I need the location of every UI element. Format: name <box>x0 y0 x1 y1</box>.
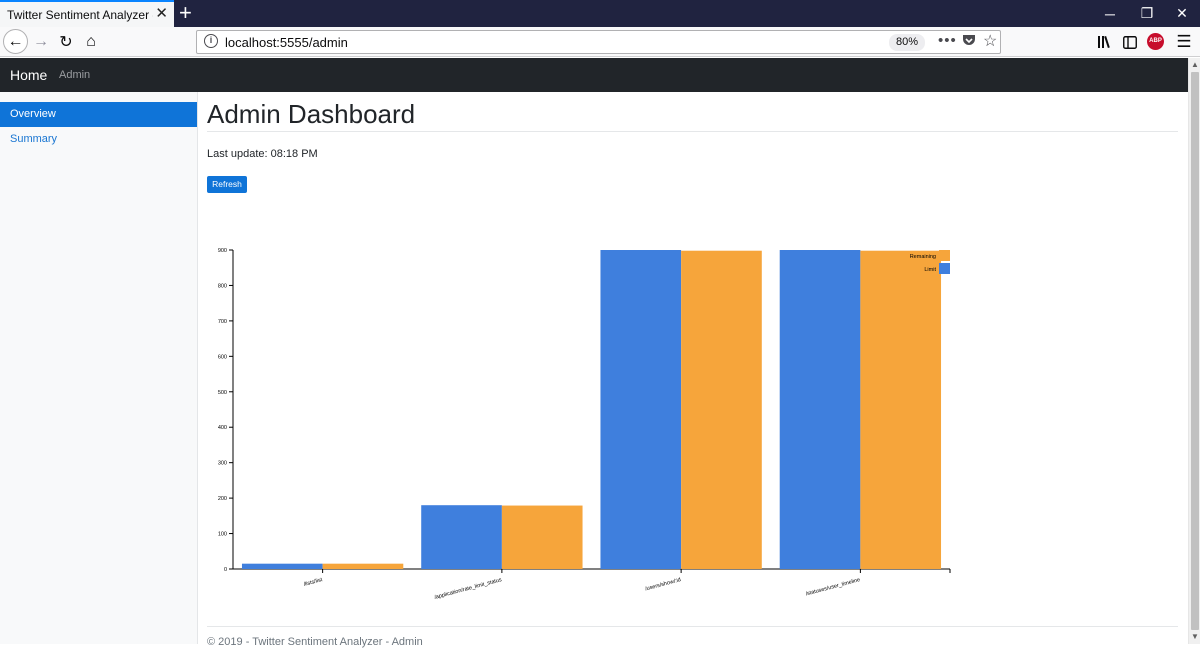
x-tick-label: /statuses/user_timeline <box>805 577 861 597</box>
legend-swatch-remaining <box>939 250 950 261</box>
zoom-badge[interactable]: 80% <box>889 34 926 51</box>
scroll-up-icon[interactable]: ▲ <box>1191 60 1199 69</box>
home-icon[interactable]: ⌂ <box>86 33 96 50</box>
adblock-icon[interactable]: ABP <box>1147 33 1164 50</box>
tab-title: Twitter Sentiment Analyzer - Admin <box>7 7 153 22</box>
close-icon[interactable]: ✕ <box>155 5 168 22</box>
bar-limit-2 <box>421 505 502 569</box>
url-bar[interactable]: i localhost:5555/admin 80% ••• ☆ <box>196 30 1001 54</box>
bar-remaining-4 <box>860 250 942 569</box>
y-tick-label: 600 <box>218 354 227 360</box>
minimize-icon[interactable]: ─ <box>1105 5 1115 22</box>
legend-label-remaining: Remaining <box>910 254 936 260</box>
menu-icon[interactable]: ☰ <box>1176 32 1192 51</box>
sidebar-item-summary[interactable]: Summary <box>10 133 58 145</box>
restore-icon[interactable]: ❐ <box>1140 5 1154 21</box>
y-tick-label: 500 <box>218 390 227 396</box>
info-icon[interactable]: i <box>204 34 218 48</box>
y-tick-label: 200 <box>218 496 227 502</box>
bar-limit-4 <box>779 250 861 569</box>
sidebar-item-overview[interactable]: Overview <box>0 102 197 127</box>
nav-link-admin[interactable]: Admin <box>59 69 91 81</box>
browser-tabstrip: Twitter Sentiment Analyzer - Admin ✕ + ─… <box>0 0 1200 27</box>
last-update-text: Last update: 08:18 PM <box>207 148 318 160</box>
url-text[interactable]: localhost:5555/admin <box>225 35 348 50</box>
scroll-down-icon[interactable]: ▼ <box>1191 632 1199 641</box>
library-icon[interactable] <box>1093 30 1117 54</box>
reload-icon[interactable]: ↻ <box>59 34 73 51</box>
pocket-icon[interactable] <box>962 33 976 51</box>
bar-limit-1 <box>241 563 323 569</box>
more-icon[interactable]: ••• <box>938 32 957 49</box>
y-tick-label: 800 <box>218 283 227 289</box>
legend-label-limit: Limit <box>924 267 936 273</box>
scrollbar-thumb[interactable] <box>1191 72 1199 630</box>
x-tick-label: /users/show/:id <box>645 577 682 592</box>
y-tick-label: 100 <box>218 532 227 538</box>
refresh-button[interactable]: Refresh <box>207 176 247 193</box>
bar-limit-3 <box>600 250 682 569</box>
y-tick-label: 400 <box>218 425 227 431</box>
legend-swatch-limit <box>939 263 950 274</box>
browser-tab[interactable]: Twitter Sentiment Analyzer - Admin ✕ <box>0 0 174 27</box>
window-close-icon[interactable]: ✕ <box>1176 5 1188 21</box>
x-tick-label: /lists/list <box>303 577 324 588</box>
title-divider <box>207 131 1178 132</box>
y-tick-label: 700 <box>218 319 227 325</box>
bar-remaining-2 <box>501 505 583 569</box>
forward-icon[interactable]: → <box>33 33 49 50</box>
y-tick-label: 900 <box>218 248 227 254</box>
sidebar-icon[interactable] <box>1118 30 1142 54</box>
footer-text: © 2019 - Twitter Sentiment Analyzer - Ad… <box>207 636 423 648</box>
bar-remaining-3 <box>681 250 762 569</box>
back-icon[interactable]: ← <box>3 29 28 54</box>
sidebar: Overview Summary <box>0 92 198 644</box>
browser-toolbar: ← → ↻ ⌂ i localhost:5555/admin 80% ••• ☆… <box>0 27 1200 57</box>
x-tick-label: /application/rate_limit_status <box>434 577 503 601</box>
page-title: Admin Dashboard <box>207 99 416 129</box>
y-tick-label: 0 <box>224 567 227 573</box>
app-navbar: Home Admin <box>0 58 1188 92</box>
bar-remaining-1 <box>322 563 404 569</box>
footer-divider <box>207 626 1178 627</box>
star-icon[interactable]: ☆ <box>983 33 998 50</box>
y-tick-label: 300 <box>218 461 227 467</box>
navbar-brand-home[interactable]: Home <box>10 67 48 83</box>
rate-limit-bar-chart: 0 100 200 300 400 500 600 700 800 900/lists/list /… <box>218 248 951 601</box>
page-scrollbar[interactable]: ▲ ▼ <box>1188 58 1200 644</box>
plus-icon[interactable]: + <box>179 0 192 25</box>
